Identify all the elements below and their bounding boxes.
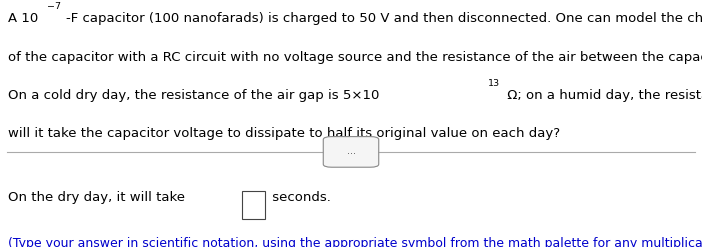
Text: On a cold dry day, the resistance of the air gap is 5×10: On a cold dry day, the resistance of the… [8,89,380,102]
FancyBboxPatch shape [242,191,265,219]
Text: Ω; on a humid day, the resistance is 8×10: Ω; on a humid day, the resistance is 8×1… [503,89,702,102]
Text: -F capacitor (100 nanofarads) is charged to 50 V and then disconnected. One can : -F capacitor (100 nanofarads) is charged… [65,12,702,25]
Text: On the dry day, it will take: On the dry day, it will take [8,191,190,205]
Text: ...: ... [347,146,355,156]
Text: seconds.: seconds. [268,191,331,205]
Text: A 10: A 10 [8,12,39,25]
Text: 13: 13 [488,79,500,87]
Text: will it take the capacitor voltage to dissipate to half its original value on ea: will it take the capacitor voltage to di… [8,127,561,140]
Text: −7: −7 [48,2,62,11]
Text: (Type your answer in scientific notation, using the appropriate symbol from the : (Type your answer in scientific notation… [8,237,702,247]
Text: of the capacitor with a RC circuit with no voltage source and the resistance of : of the capacitor with a RC circuit with … [8,51,702,64]
FancyBboxPatch shape [323,137,379,167]
